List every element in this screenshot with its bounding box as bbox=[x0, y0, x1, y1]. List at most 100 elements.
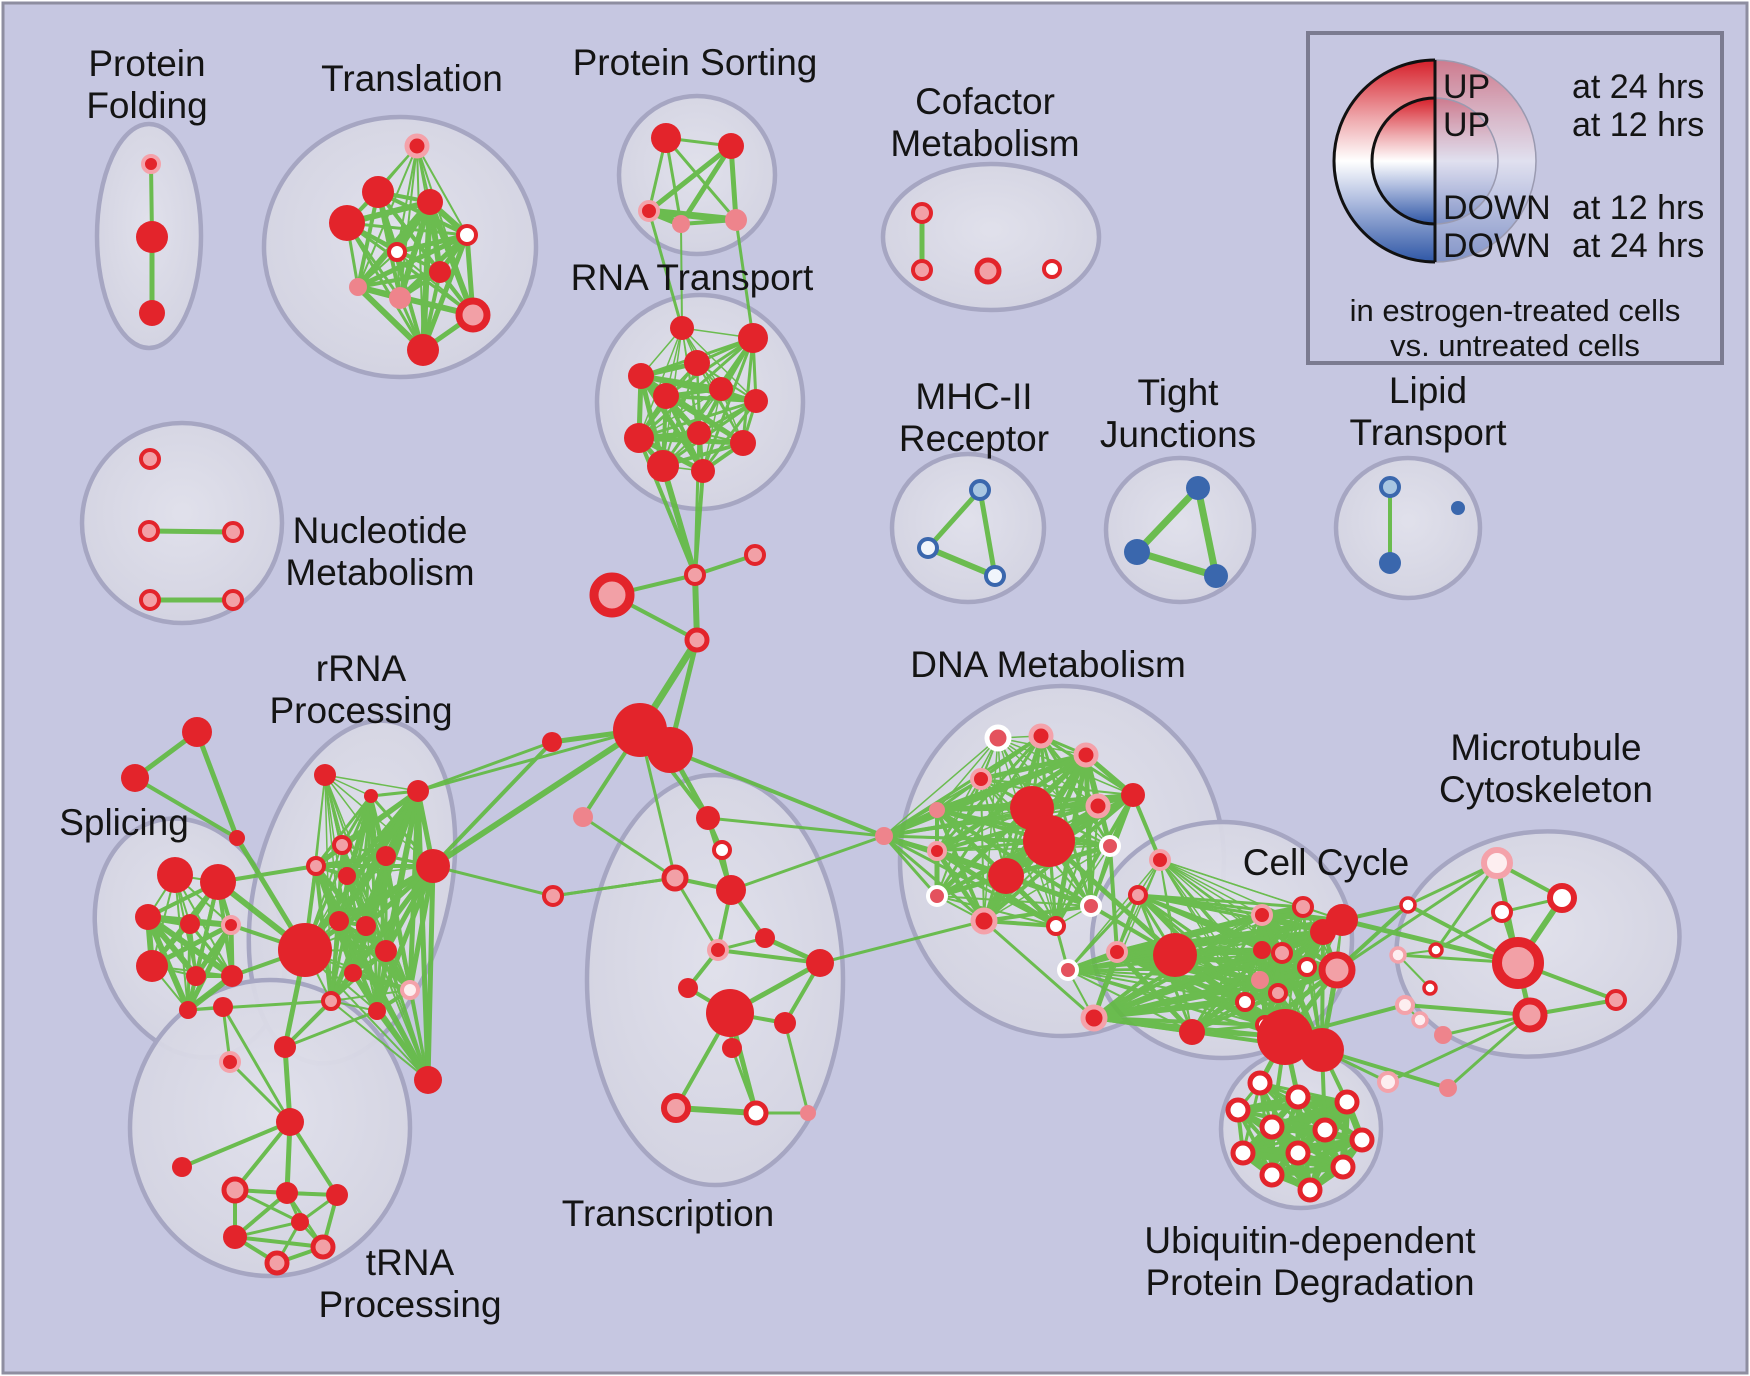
network-node[interactable] bbox=[1389, 946, 1407, 964]
network-node[interactable] bbox=[1297, 1177, 1323, 1203]
network-node[interactable] bbox=[276, 1108, 304, 1136]
network-node[interactable] bbox=[984, 724, 1012, 752]
network-node[interactable] bbox=[344, 964, 362, 982]
network-node[interactable] bbox=[1377, 1071, 1399, 1093]
network-node[interactable] bbox=[1179, 1019, 1205, 1045]
network-node[interactable] bbox=[1492, 937, 1544, 989]
network-node[interactable] bbox=[678, 978, 698, 998]
network-node[interactable] bbox=[653, 383, 679, 409]
network-node[interactable] bbox=[349, 278, 367, 296]
network-node[interactable] bbox=[1080, 895, 1102, 917]
network-node[interactable] bbox=[200, 864, 236, 900]
network-node[interactable] bbox=[1073, 742, 1099, 768]
network-node[interactable] bbox=[670, 316, 694, 340]
network-node[interactable] bbox=[628, 363, 654, 389]
network-node[interactable] bbox=[716, 875, 746, 905]
network-node[interactable] bbox=[1439, 1079, 1457, 1097]
network-node[interactable] bbox=[1491, 901, 1513, 923]
network-node[interactable] bbox=[1042, 259, 1062, 279]
network-node[interactable] bbox=[774, 1012, 796, 1034]
network-node[interactable] bbox=[709, 377, 733, 401]
network-node[interactable] bbox=[1300, 1028, 1344, 1072]
network-node[interactable] bbox=[276, 1182, 298, 1204]
network-node[interactable] bbox=[1399, 896, 1417, 914]
network-node[interactable] bbox=[1318, 951, 1356, 989]
network-node[interactable] bbox=[400, 980, 420, 1000]
network-node[interactable] bbox=[291, 1213, 309, 1231]
network-node[interactable] bbox=[1379, 476, 1401, 498]
network-node[interactable] bbox=[1451, 501, 1465, 515]
network-node[interactable] bbox=[1251, 904, 1273, 926]
network-node[interactable] bbox=[970, 907, 998, 935]
network-node[interactable] bbox=[1106, 941, 1128, 963]
network-node[interactable] bbox=[1230, 1140, 1256, 1166]
network-node[interactable] bbox=[661, 1093, 691, 1123]
network-node[interactable] bbox=[722, 1038, 742, 1058]
network-node[interactable] bbox=[1128, 885, 1148, 905]
network-node[interactable] bbox=[542, 885, 564, 907]
network-node[interactable] bbox=[738, 323, 768, 353]
network-node[interactable] bbox=[1481, 847, 1513, 879]
network-node[interactable] bbox=[927, 841, 947, 861]
network-node[interactable] bbox=[1605, 989, 1627, 1011]
network-node[interactable] bbox=[743, 1100, 769, 1126]
network-node[interactable] bbox=[684, 350, 710, 376]
network-node[interactable] bbox=[1023, 815, 1075, 867]
network-node[interactable] bbox=[661, 864, 689, 892]
network-node[interactable] bbox=[1057, 959, 1079, 981]
network-node[interactable] bbox=[800, 1105, 816, 1121]
network-node[interactable] bbox=[1395, 995, 1415, 1015]
network-node[interactable] bbox=[911, 259, 933, 281]
network-node[interactable] bbox=[1235, 992, 1255, 1012]
network-node[interactable] bbox=[647, 727, 693, 773]
network-node[interactable] bbox=[684, 564, 706, 586]
network-node[interactable] bbox=[651, 123, 681, 153]
network-node[interactable] bbox=[744, 389, 768, 413]
network-node[interactable] bbox=[229, 830, 245, 846]
network-node[interactable] bbox=[647, 450, 679, 482]
network-node[interactable] bbox=[1247, 1070, 1273, 1096]
network-node[interactable] bbox=[691, 459, 715, 483]
network-node[interactable] bbox=[1411, 1011, 1429, 1029]
network-node[interactable] bbox=[917, 537, 939, 559]
network-node[interactable] bbox=[1204, 564, 1228, 588]
network-node[interactable] bbox=[182, 717, 212, 747]
network-node[interactable] bbox=[589, 572, 635, 618]
network-node[interactable] bbox=[725, 209, 747, 231]
network-node[interactable] bbox=[1428, 942, 1444, 958]
network-node[interactable] bbox=[221, 915, 241, 935]
network-node[interactable] bbox=[1251, 971, 1269, 989]
network-node[interactable] bbox=[1379, 552, 1401, 574]
network-node[interactable] bbox=[1257, 1009, 1313, 1065]
network-node[interactable] bbox=[1028, 723, 1054, 749]
network-node[interactable] bbox=[121, 764, 149, 792]
network-node[interactable] bbox=[1271, 942, 1293, 964]
network-node[interactable] bbox=[1259, 1114, 1285, 1140]
network-node[interactable] bbox=[1292, 896, 1314, 918]
network-node[interactable] bbox=[624, 423, 654, 453]
network-node[interactable] bbox=[911, 202, 933, 224]
network-node[interactable] bbox=[1349, 1127, 1375, 1153]
network-node[interactable] bbox=[542, 732, 562, 752]
network-node[interactable] bbox=[407, 780, 429, 802]
network-node[interactable] bbox=[375, 940, 397, 962]
network-node[interactable] bbox=[1285, 1140, 1311, 1166]
network-node[interactable] bbox=[984, 565, 1006, 587]
network-node[interactable] bbox=[326, 1184, 348, 1206]
network-node[interactable] bbox=[1153, 933, 1197, 977]
network-node[interactable] bbox=[969, 479, 991, 501]
network-node[interactable] bbox=[387, 242, 407, 262]
network-node[interactable] bbox=[706, 989, 754, 1037]
network-node[interactable] bbox=[687, 421, 711, 445]
network-node[interactable] bbox=[321, 991, 341, 1011]
network-node[interactable] bbox=[139, 448, 161, 470]
network-node[interactable] bbox=[712, 840, 732, 860]
network-node[interactable] bbox=[221, 965, 243, 987]
network-node[interactable] bbox=[223, 1225, 247, 1249]
network-node[interactable] bbox=[970, 768, 992, 790]
network-node[interactable] bbox=[389, 287, 411, 309]
network-node[interactable] bbox=[314, 764, 336, 786]
network-node[interactable] bbox=[1285, 1084, 1311, 1110]
network-node[interactable] bbox=[416, 849, 450, 883]
